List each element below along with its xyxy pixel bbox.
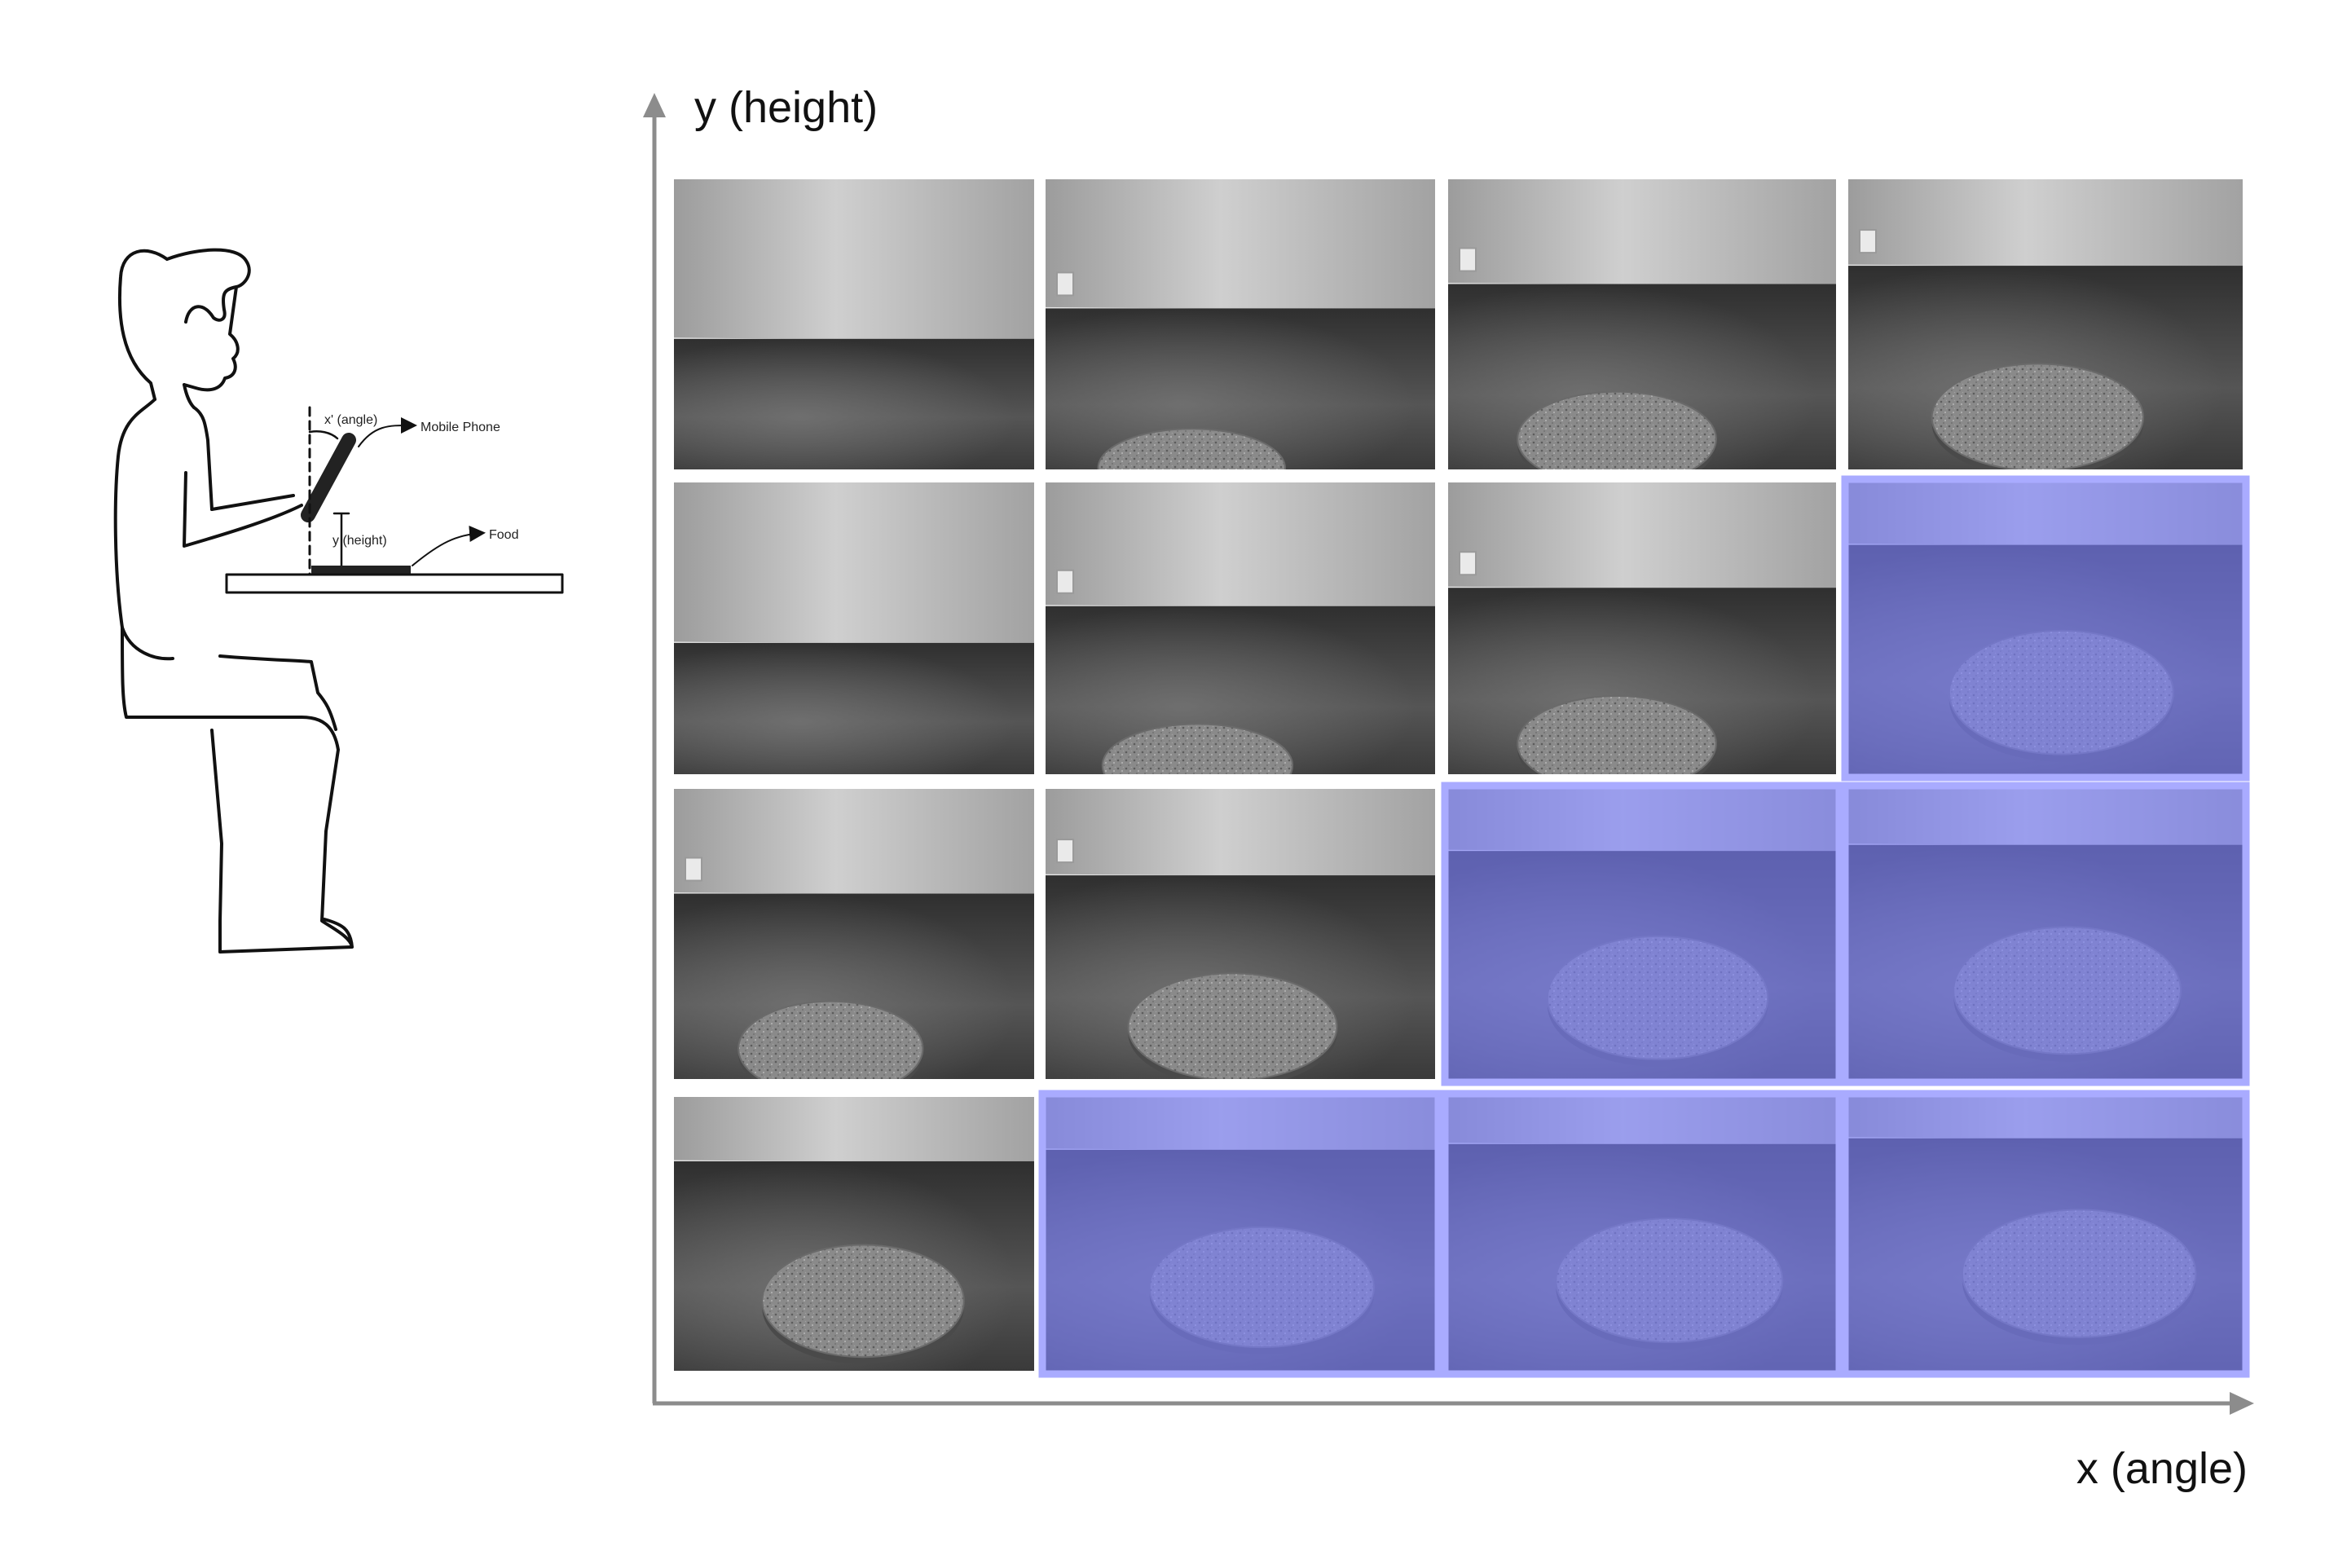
- wall: [1448, 482, 1836, 590]
- mobile-phone-label: Mobile Phone: [421, 421, 500, 434]
- cork-disc: [1517, 390, 1717, 469]
- highlight-border: [1841, 1090, 2250, 1378]
- person-arm: [183, 471, 303, 548]
- photo-tile: [1038, 1090, 1442, 1378]
- angle-label: x' (angle): [324, 413, 377, 427]
- table: [225, 573, 564, 594]
- food-item: [311, 566, 411, 574]
- wall-outlet: [1459, 247, 1477, 272]
- photo-tile: [674, 482, 1034, 774]
- y-axis-arrowhead: [643, 93, 666, 117]
- wall: [1046, 482, 1435, 608]
- highlight-overlay: [1848, 482, 2243, 774]
- highlight-border: [1038, 1090, 1442, 1378]
- angle-arc: [308, 430, 339, 440]
- wall: [674, 179, 1034, 341]
- photo-grid: [674, 179, 2250, 1378]
- photo-tile: [1448, 482, 1836, 774]
- wall: [674, 789, 1034, 896]
- photo-tile: [1841, 1090, 2250, 1378]
- highlight-overlay: [1046, 1097, 1435, 1371]
- wall-outlet: [1459, 551, 1477, 576]
- photo-tile: [1046, 789, 1435, 1079]
- illustration-labels: x' (angle) Mobile Phone y (height) Food: [324, 413, 518, 548]
- person-body: [113, 398, 214, 661]
- food-callout-arrow: [412, 526, 486, 566]
- cork-disc: [1931, 363, 2144, 469]
- x-axis-arrowhead: [2230, 1392, 2254, 1415]
- wall-outlet: [1859, 229, 1877, 254]
- wall: [1448, 179, 1836, 286]
- highlight-overlay: [1848, 1097, 2243, 1371]
- mobile-phone: [301, 433, 356, 522]
- wall-outlet: [1056, 839, 1074, 864]
- wall-outlet: [1056, 569, 1074, 594]
- person-legs: [121, 626, 354, 954]
- photo-tile: [1448, 179, 1836, 469]
- photo-tile: [1841, 782, 2250, 1086]
- photo-tile: [1441, 782, 1843, 1086]
- cork-disc: [1097, 428, 1286, 469]
- photo-tile: [1046, 179, 1435, 469]
- axes: y (height) x (angle): [643, 83, 2254, 1493]
- food-label: Food: [489, 528, 518, 542]
- wall: [674, 1097, 1034, 1163]
- y-axis-label: y (height): [694, 83, 878, 132]
- photo-tile: [674, 179, 1034, 469]
- cork-disc: [1127, 972, 1338, 1079]
- cork-disc: [1101, 723, 1294, 774]
- cork-disc: [1517, 695, 1717, 774]
- photo-tile: [1848, 179, 2243, 469]
- highlight-border: [1441, 782, 1843, 1086]
- highlight-overlay: [1448, 789, 1836, 1079]
- highlight-overlay: [1448, 1097, 1836, 1371]
- wall: [674, 482, 1034, 645]
- photo-tile: [674, 1097, 1034, 1371]
- photo-tile: [1046, 482, 1435, 774]
- cork-disc: [738, 1000, 924, 1079]
- x-axis-label: x (angle): [2076, 1444, 2248, 1493]
- highlight-border: [1841, 782, 2250, 1086]
- wall-outlet: [1056, 271, 1074, 297]
- wall: [1848, 179, 2243, 268]
- phone-callout-arrow: [358, 416, 417, 447]
- wall: [1046, 179, 1435, 311]
- cork-disc: [761, 1244, 965, 1359]
- highlight-border: [1841, 475, 2250, 782]
- wall: [1046, 789, 1435, 878]
- person-illustration: [113, 248, 564, 954]
- photo-tile: [1441, 1090, 1843, 1378]
- height-label: y (height): [332, 534, 387, 548]
- wall-outlet: [685, 857, 702, 882]
- highlight-border: [1441, 1090, 1843, 1378]
- highlight-overlay: [1848, 789, 2243, 1079]
- person-head: [117, 248, 251, 409]
- photo-tile: [674, 789, 1034, 1079]
- photo-tile: [1841, 475, 2250, 782]
